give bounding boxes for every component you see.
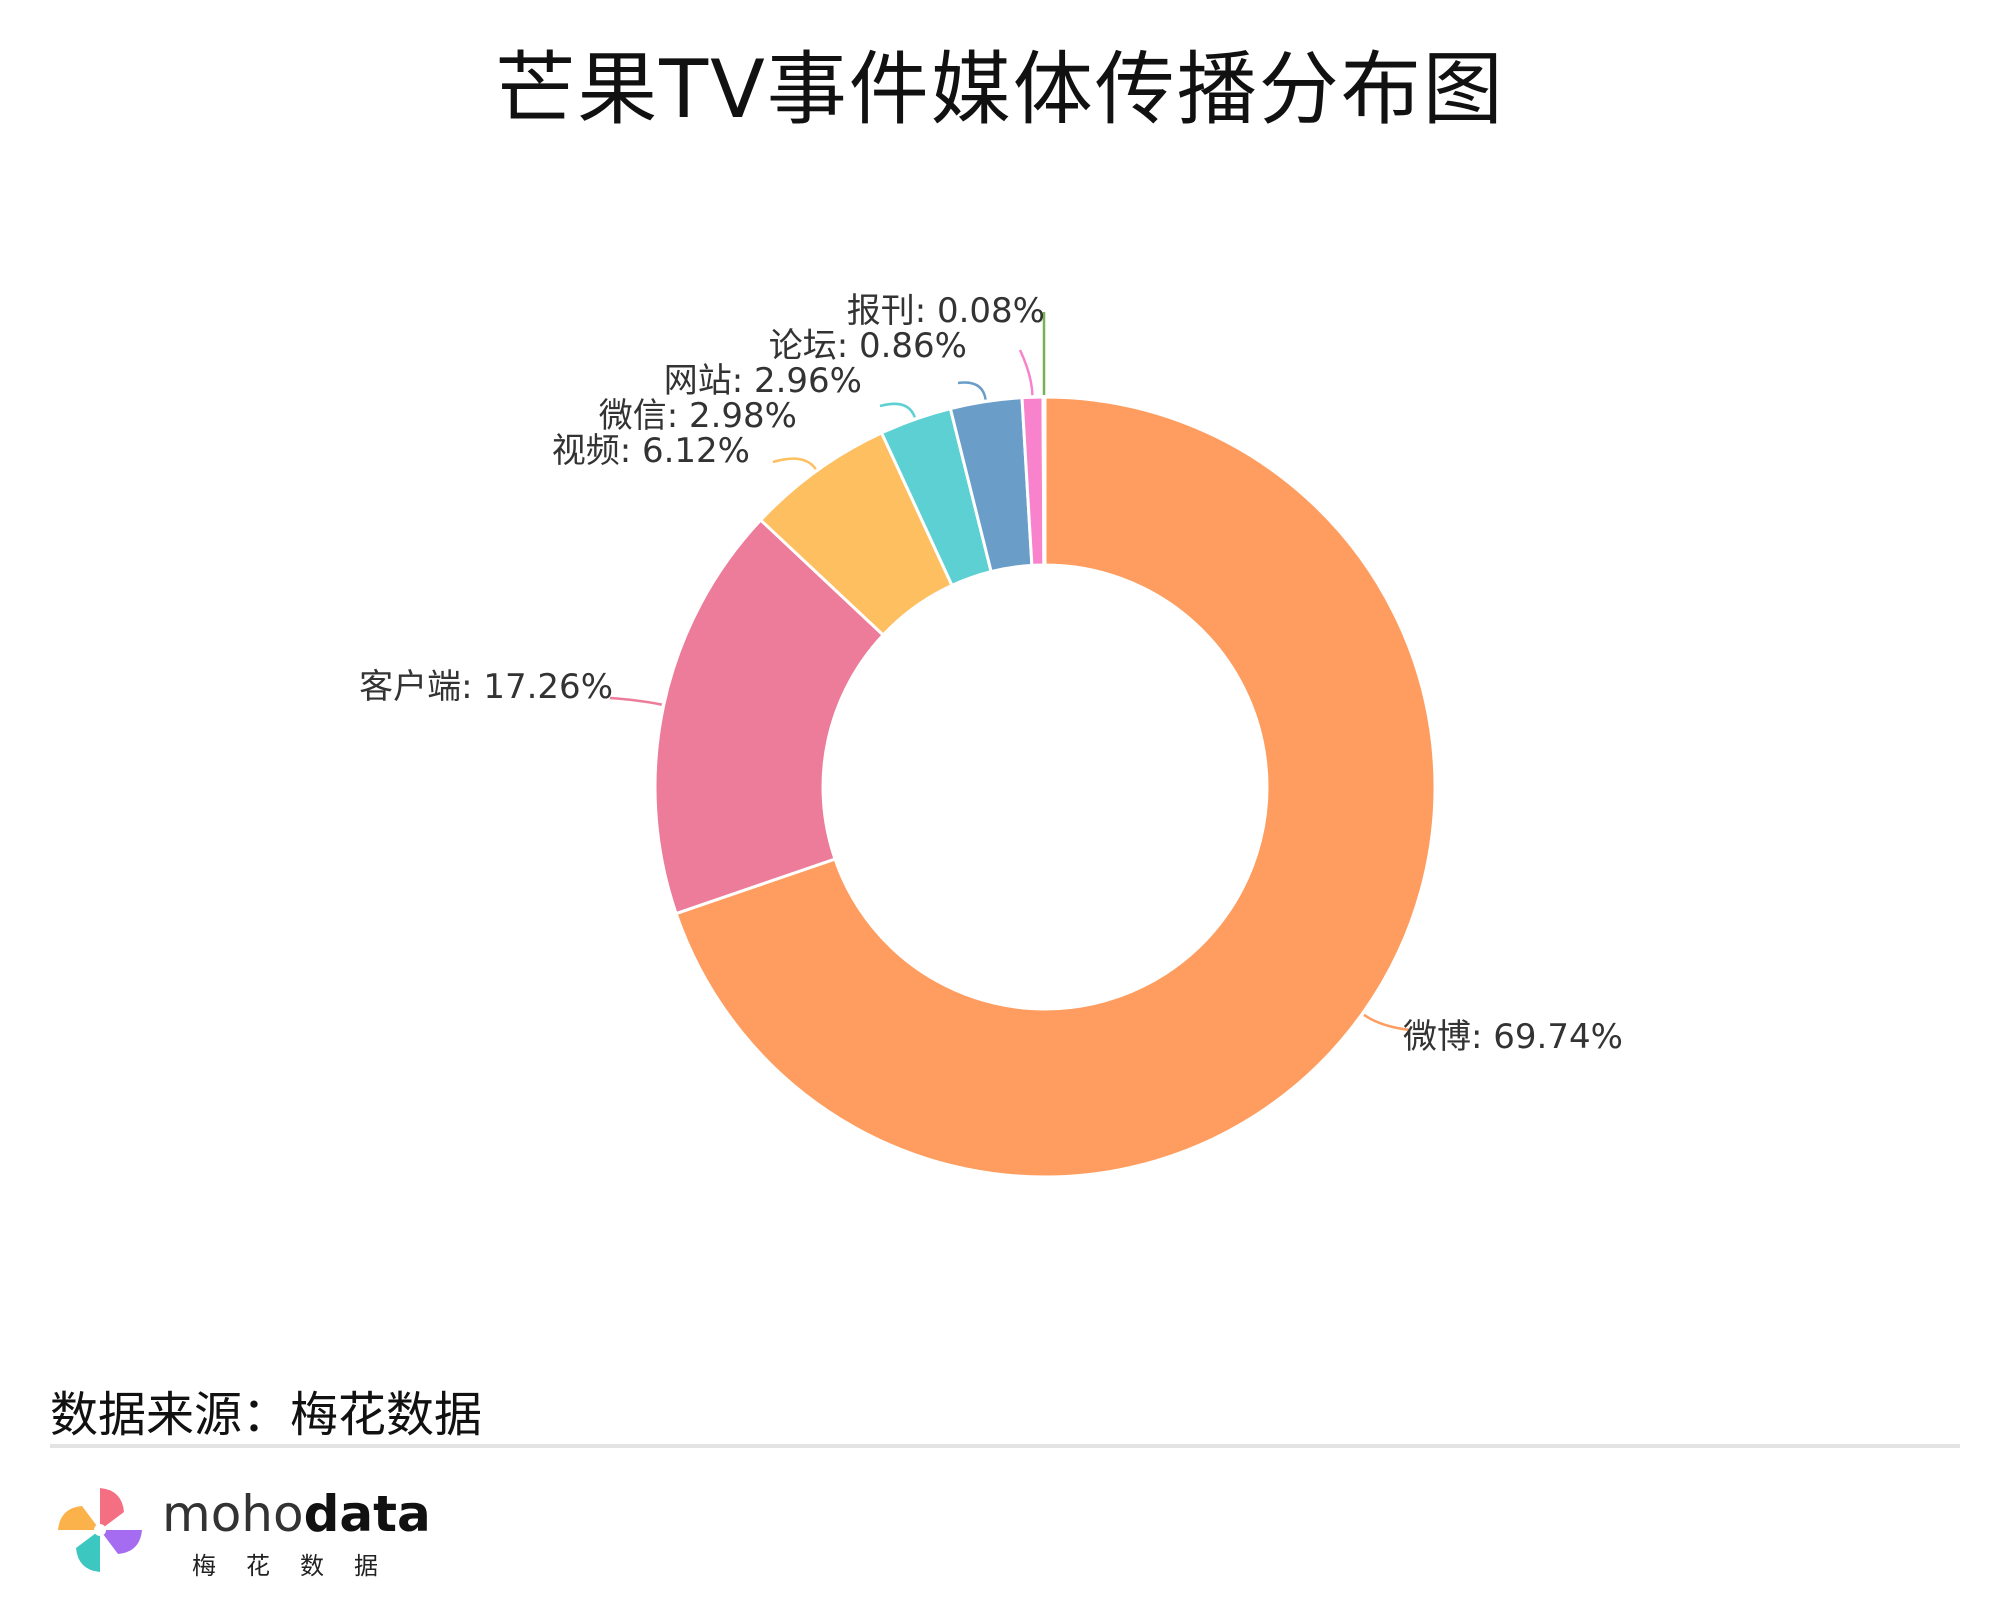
pinwheel-logo-icon (58, 1488, 142, 1572)
slice-报刊[interactable] (1041, 395, 1047, 567)
logo-subtitle: 梅花数据 (192, 1552, 408, 1580)
slice-微博[interactable] (674, 395, 1437, 1179)
slice-label-客户端: 客户端: 17.26% (359, 667, 613, 707)
leader-line-网站 (957, 381, 987, 400)
leader-line-论坛 (1018, 349, 1034, 396)
mohodata-logo: mohodata 梅花数据 (50, 1480, 450, 1590)
slice-labels: 微博: 69.74% 客户端: 17.26% 视频: 6.12%微信: 2.98%网… (359, 291, 1623, 1057)
slice-客户端[interactable] (653, 517, 886, 916)
slice-label-网站: 网站: 2.96% (664, 361, 862, 401)
slice-label-视频: 视频: 6.12% (552, 431, 750, 471)
slice-label-报刊: 报刊: 0.08% (847, 291, 1045, 331)
slice-label-微信: 微信: 2.98% (599, 396, 797, 436)
leader-line-微信 (879, 402, 916, 418)
logo-word-light: moho (162, 1485, 304, 1543)
data-source-note: 数据来源：梅花数据 (50, 1387, 483, 1443)
leader-line-客户端 (609, 696, 663, 706)
donut-slices (653, 395, 1437, 1179)
chart-title: 芒果TV事件媒体传播分布图 (495, 43, 1505, 136)
donut-chart: 微博: 69.74% 客户端: 17.26% 视频: 6.12%微信: 2.98%网… (359, 291, 1623, 1179)
leader-line-视频 (772, 457, 817, 470)
logo-wordmark: mohodata (162, 1484, 431, 1544)
label-leader-lines (609, 312, 1411, 1032)
logo-word-bold: data (303, 1485, 431, 1543)
slice-label-微博: 微博: 69.74% (1403, 1017, 1623, 1057)
leader-line-微博 (1363, 1013, 1411, 1032)
footer-divider (50, 1444, 1960, 1448)
slice-label-论坛: 论坛: 0.86% (769, 326, 967, 366)
